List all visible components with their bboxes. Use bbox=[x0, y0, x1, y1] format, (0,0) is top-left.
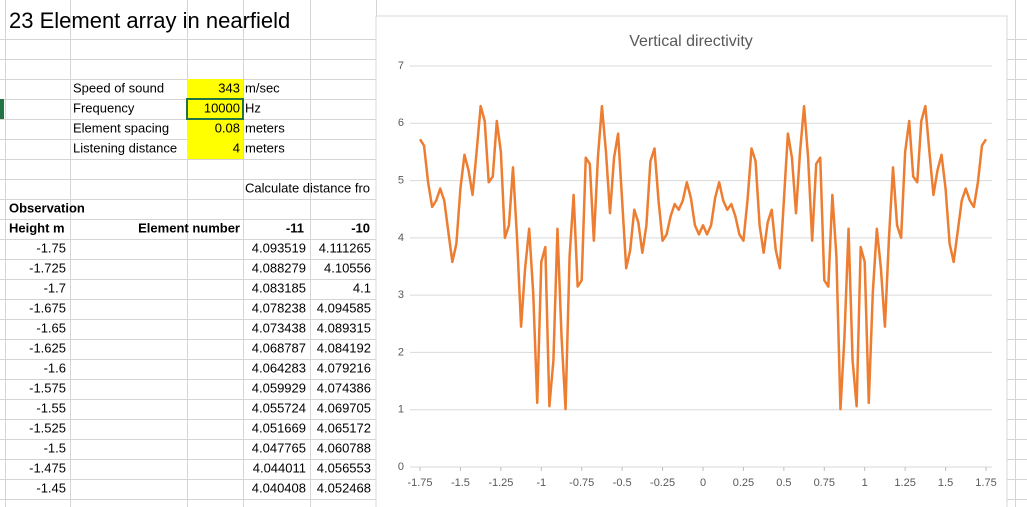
cells: Speed of sound 343 m/sec Frequency 10000 Hz El… bbox=[29, 80, 371, 495]
distance-cell: 4.073438 bbox=[252, 320, 306, 335]
height-cell: -1.475 bbox=[29, 460, 66, 475]
distance-cell: 4.051669 bbox=[252, 420, 306, 435]
distance-cell: 4.068787 bbox=[252, 340, 306, 355]
param-label: Frequency bbox=[73, 100, 135, 115]
distance-cell: 4.1 bbox=[353, 280, 371, 295]
distance-cell: 4.088279 bbox=[252, 260, 306, 275]
distance-cell: 4.069705 bbox=[317, 400, 371, 415]
distance-cell: 4.111265 bbox=[319, 240, 371, 255]
height-cell: -1.725 bbox=[29, 260, 66, 275]
height-cell: -1.525 bbox=[29, 420, 66, 435]
height-cell: -1.75 bbox=[36, 240, 66, 255]
distance-cell: 4.084192 bbox=[317, 340, 371, 355]
height-cell: -1.575 bbox=[29, 380, 66, 395]
param-unit: meters bbox=[245, 120, 285, 135]
height-cell: -1.45 bbox=[36, 480, 66, 495]
selected-cell[interactable] bbox=[186, 98, 244, 120]
x-tick-label: -0.5 bbox=[613, 477, 632, 489]
distance-cell: 4.056553 bbox=[317, 460, 371, 475]
distance-cell: 4.093519 bbox=[252, 240, 306, 255]
x-tick-label: 0.5 bbox=[776, 477, 791, 489]
column-header: -11 bbox=[286, 220, 304, 235]
chart-area[interactable] bbox=[375, 15, 1008, 507]
x-tick-label: 0.25 bbox=[733, 477, 754, 489]
x-tick-label: 1.25 bbox=[894, 477, 915, 489]
y-tick-label: 3 bbox=[398, 289, 404, 301]
distance-cell: 4.060788 bbox=[317, 440, 371, 455]
distance-cell: 4.044011 bbox=[253, 460, 306, 475]
x-tick-label: 0 bbox=[700, 477, 706, 489]
param-unit: meters bbox=[245, 140, 285, 155]
y-tick-label: 6 bbox=[398, 117, 404, 129]
param-value: 4 bbox=[233, 140, 240, 155]
distance-cell: 4.052468 bbox=[317, 480, 371, 495]
height-cell: -1.675 bbox=[29, 300, 66, 315]
x-tick-label: 1.5 bbox=[938, 477, 953, 489]
distance-cell: 4.094585 bbox=[317, 300, 371, 315]
height-cell: -1.625 bbox=[29, 340, 66, 355]
plot-area: 0 1 2 3 4 5 6 7 -1.75 -1.5 -1.25 -1 -0.75 -0.5 -0.25 0 0… bbox=[398, 60, 997, 489]
chart-title: Vertical directivity bbox=[629, 33, 753, 50]
distance-cell: 4.059929 bbox=[252, 380, 306, 395]
param-unit: Hz bbox=[245, 100, 261, 115]
x-tick-label: -1 bbox=[536, 477, 546, 489]
x-tick-label: -0.25 bbox=[650, 477, 675, 489]
x-tick-label: 0.75 bbox=[814, 477, 835, 489]
observation-label: Observation bbox=[9, 200, 85, 215]
param-label: Speed of sound bbox=[73, 80, 164, 95]
y-tick-label: 0 bbox=[398, 461, 404, 473]
column-header: Height m bbox=[9, 220, 65, 235]
height-cell: -1.6 bbox=[44, 360, 66, 375]
column-header: -10 bbox=[351, 220, 370, 235]
param-value: 0.08 bbox=[215, 120, 240, 135]
x-tick-label: 1 bbox=[862, 477, 868, 489]
x-tick-label: -1.25 bbox=[488, 477, 513, 489]
distance-cell: 4.064283 bbox=[252, 360, 306, 375]
param-value: 10000 bbox=[204, 100, 240, 115]
x-tick-label: -1.75 bbox=[407, 477, 432, 489]
row-indicator bbox=[0, 99, 4, 119]
column-header: Element number bbox=[138, 220, 240, 235]
height-cell: -1.7 bbox=[44, 280, 66, 295]
param-value: 343 bbox=[218, 80, 240, 95]
height-cell: -1.65 bbox=[36, 320, 66, 335]
param-label: Element spacing bbox=[73, 120, 169, 135]
y-tick-label: 1 bbox=[398, 404, 404, 416]
param-unit: m/sec bbox=[245, 80, 280, 95]
distance-cell: 4.079216 bbox=[317, 360, 371, 375]
distance-cell: 4.074386 bbox=[317, 380, 371, 395]
y-tick-label: 4 bbox=[398, 232, 404, 244]
x-tick-label: 1.75 bbox=[975, 477, 996, 489]
distance-cell: 4.040408 bbox=[252, 480, 306, 495]
distance-cell: 4.083185 bbox=[252, 280, 306, 295]
distance-cell: 4.078238 bbox=[252, 300, 306, 315]
distance-cell: 4.055724 bbox=[252, 400, 306, 415]
height-cell: -1.5 bbox=[44, 440, 66, 455]
distance-cell: 4.10556 bbox=[324, 260, 371, 275]
y-tick-label: 7 bbox=[398, 60, 404, 72]
distance-cell: 4.065172 bbox=[317, 420, 371, 435]
height-cell: -1.55 bbox=[36, 400, 66, 415]
y-tick-label: 2 bbox=[398, 346, 404, 358]
sheet-title: 23 Element array in nearfield bbox=[9, 8, 290, 33]
x-tick-label: -1.5 bbox=[451, 477, 470, 489]
y-tick-label: 5 bbox=[398, 174, 404, 186]
param-label: Listening distance bbox=[73, 140, 177, 155]
note: Calculate distance fro bbox=[245, 180, 370, 195]
data-line bbox=[418, 104, 988, 411]
distance-cell: 4.089315 bbox=[317, 320, 371, 335]
distance-cell: 4.047765 bbox=[252, 440, 306, 455]
x-tick-label: -0.75 bbox=[569, 477, 594, 489]
